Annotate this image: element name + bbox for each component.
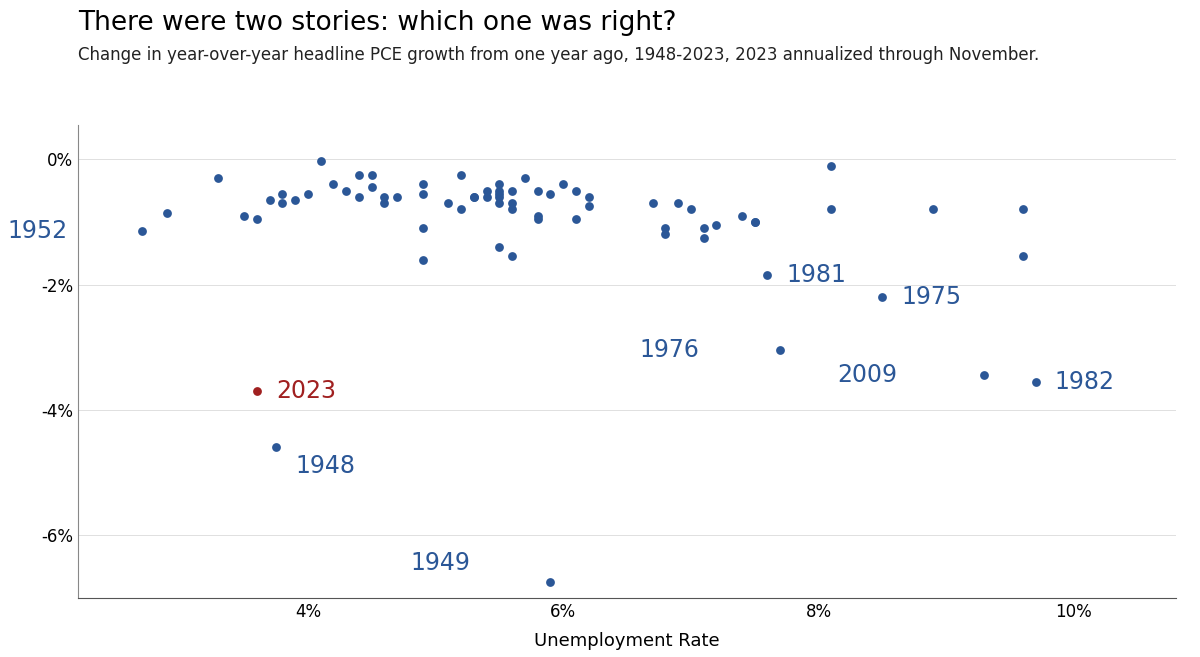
Point	[311, 155, 330, 166]
Point	[770, 345, 790, 355]
Point	[490, 189, 509, 199]
Point	[707, 220, 726, 231]
Point	[758, 270, 778, 281]
Text: Change in year-over-year headline PCE growth from one year ago, 1948-2023, 2023 : Change in year-over-year headline PCE gr…	[78, 46, 1039, 64]
Point	[566, 214, 586, 224]
Point	[299, 189, 318, 199]
Point	[451, 170, 470, 180]
Text: 1949: 1949	[410, 551, 470, 576]
Point	[374, 192, 394, 202]
Point	[272, 189, 292, 199]
Point	[1026, 376, 1045, 387]
Point	[132, 226, 151, 237]
Point	[413, 189, 432, 199]
Point	[247, 214, 266, 224]
Text: 2009: 2009	[838, 363, 898, 388]
Point	[362, 170, 382, 180]
Text: There were two stories: which one was right?: There were two stories: which one was ri…	[78, 10, 677, 36]
Point	[682, 204, 701, 215]
Point	[388, 192, 407, 202]
Text: 1948: 1948	[295, 454, 355, 478]
Point	[324, 179, 343, 190]
Point	[451, 204, 470, 215]
Text: 1952: 1952	[7, 219, 68, 243]
Point	[553, 179, 572, 190]
Point	[490, 192, 509, 202]
Point	[745, 217, 764, 227]
Point	[374, 198, 394, 208]
Point	[694, 233, 713, 243]
Point	[924, 204, 943, 215]
Point	[272, 198, 292, 208]
Point	[209, 173, 228, 183]
Point	[503, 185, 522, 196]
Point	[464, 192, 484, 202]
Point	[234, 210, 253, 221]
Point	[1013, 204, 1032, 215]
Text: 2023: 2023	[276, 379, 336, 403]
Point	[503, 204, 522, 215]
Point	[974, 370, 994, 380]
Point	[464, 192, 484, 202]
Point	[260, 194, 280, 205]
Point	[566, 185, 586, 196]
Point	[413, 179, 432, 190]
Point	[490, 242, 509, 252]
Point	[247, 386, 266, 396]
Text: 1982: 1982	[1055, 370, 1115, 394]
Point	[745, 217, 764, 227]
Point	[362, 182, 382, 193]
Text: 1975: 1975	[901, 285, 961, 309]
Point	[286, 194, 305, 205]
Text: 1981: 1981	[786, 263, 846, 287]
Point	[528, 185, 547, 196]
Point	[349, 192, 368, 202]
X-axis label: Unemployment Rate: Unemployment Rate	[534, 632, 720, 650]
Point	[643, 198, 662, 208]
Point	[541, 577, 560, 587]
Point	[872, 292, 892, 302]
Point	[732, 210, 751, 221]
Point	[490, 198, 509, 208]
Point	[515, 173, 534, 183]
Point	[336, 185, 355, 196]
Point	[655, 223, 674, 233]
Point	[822, 160, 841, 171]
Point	[528, 214, 547, 224]
Point	[476, 192, 496, 202]
Point	[655, 229, 674, 240]
Text: 1976: 1976	[640, 338, 700, 363]
Point	[580, 192, 599, 202]
Point	[413, 254, 432, 265]
Point	[490, 185, 509, 196]
Point	[528, 210, 547, 221]
Point	[266, 442, 286, 453]
Point	[503, 251, 522, 261]
Point	[490, 179, 509, 190]
Point	[476, 185, 496, 196]
Point	[668, 198, 688, 208]
Point	[580, 201, 599, 212]
Point	[413, 223, 432, 233]
Point	[503, 198, 522, 208]
Point	[822, 204, 841, 215]
Point	[694, 223, 713, 233]
Point	[349, 170, 368, 180]
Point	[439, 198, 458, 208]
Point	[541, 189, 560, 199]
Point	[1013, 251, 1032, 261]
Point	[157, 208, 176, 218]
